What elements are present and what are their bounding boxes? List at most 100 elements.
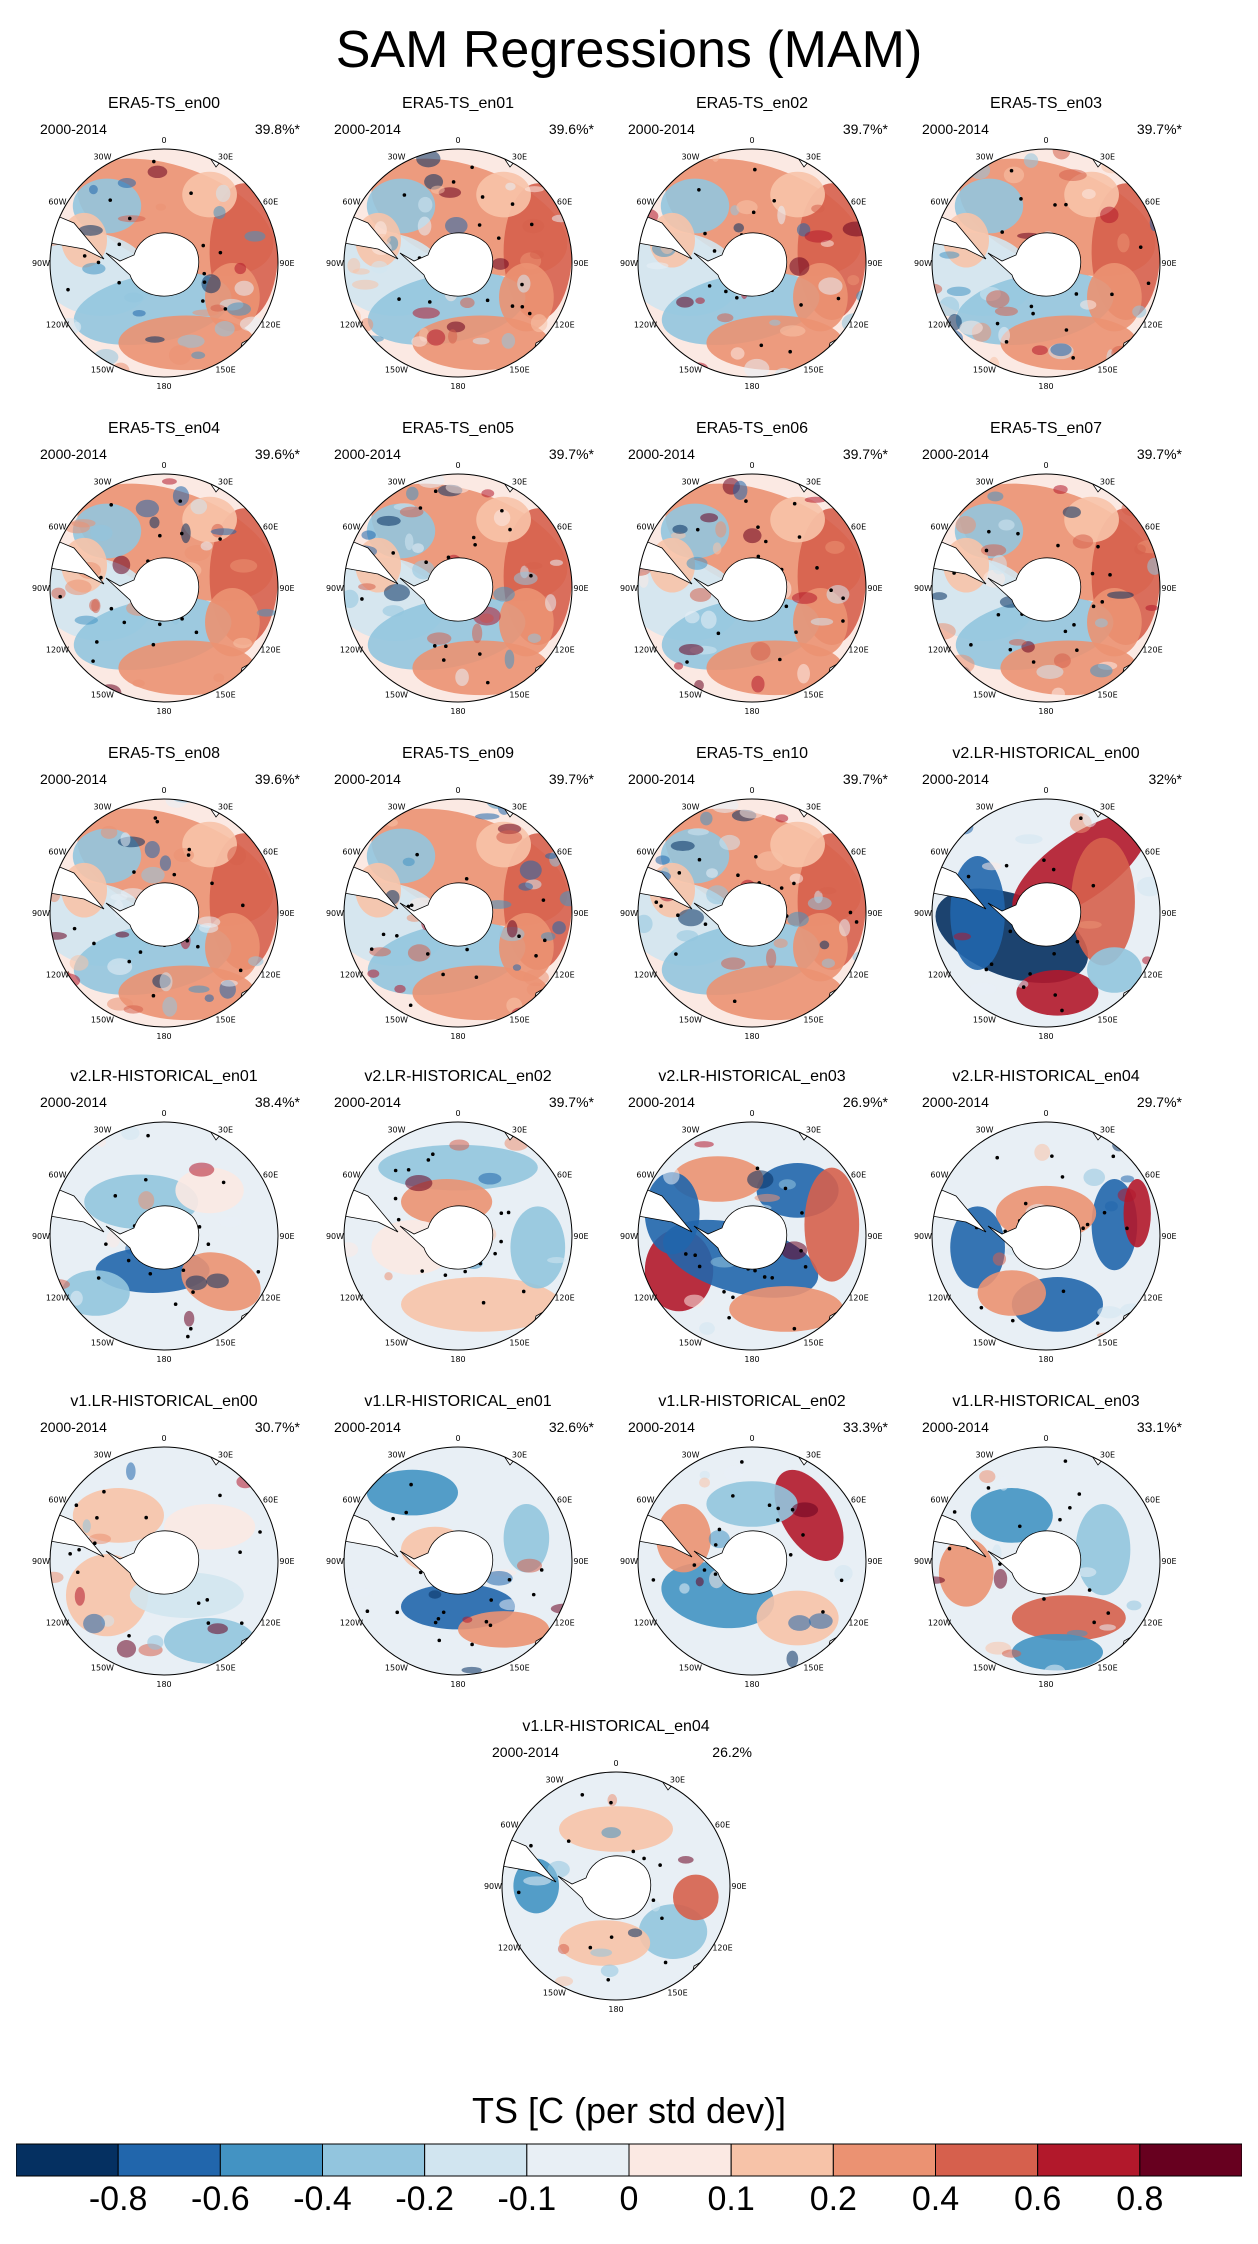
longitude-label: 90W xyxy=(32,1557,50,1566)
significance-dot xyxy=(1064,202,1068,207)
significance-dot xyxy=(854,920,859,924)
longitude-label: 30W xyxy=(93,1125,111,1134)
significance-dot xyxy=(1071,356,1075,360)
map-boundary xyxy=(931,1121,1161,1351)
anomaly-region xyxy=(65,1554,149,1637)
significance-dot xyxy=(776,1518,780,1522)
polar-map: 0 30E 60E 90E 120E 150E 180 150W 120W 90W 60W 30W xyxy=(326,1109,589,1364)
colorbar-tick-label: -0.8 xyxy=(88,2180,148,2218)
significance-dot xyxy=(716,631,721,636)
longitude-label: 120W xyxy=(340,321,363,330)
longitude-label: 0 xyxy=(749,1109,754,1118)
significance-dot xyxy=(132,870,136,874)
significance-dot xyxy=(463,1269,467,1274)
significance-dot xyxy=(436,1616,441,1621)
panel-variance-pct: 39.7%* xyxy=(1136,446,1182,462)
longitude-label: 60W xyxy=(930,1496,948,1505)
longitude-label: 150E xyxy=(803,691,823,700)
significance-dot xyxy=(754,854,758,859)
anomaly-region xyxy=(729,1286,844,1332)
colorbar-segment xyxy=(628,2143,732,2177)
longitude-label: 0 xyxy=(1043,461,1048,470)
map-boundary xyxy=(49,473,279,703)
longitude-label: 60W xyxy=(48,1496,66,1505)
significance-dot xyxy=(478,652,482,656)
south-america-landmass xyxy=(932,212,987,260)
longitude-label: 30W xyxy=(387,152,405,161)
longitude-label: 180 xyxy=(744,1355,759,1364)
panel-variance-pct: 32%* xyxy=(1148,771,1182,787)
longitude-label: 60W xyxy=(48,1171,66,1180)
significance-dot xyxy=(113,1194,118,1198)
panel-variance-pct: 26.9%* xyxy=(842,1094,888,1110)
significance-dot xyxy=(841,619,845,623)
anomaly-region xyxy=(672,1156,764,1202)
significance-dot xyxy=(755,1166,760,1171)
significance-dot xyxy=(146,1133,150,1138)
longitude-label: 0 xyxy=(455,1109,460,1118)
significance-dot xyxy=(702,1568,707,1572)
longitude-label: 90W xyxy=(914,259,932,268)
map-boundary xyxy=(637,798,867,1028)
longitude-label: 120E xyxy=(554,1619,574,1628)
map-boundary xyxy=(637,148,867,378)
longitude-label: 60E xyxy=(851,1171,866,1180)
map-boundary xyxy=(49,1121,279,1351)
significance-dot xyxy=(1017,1524,1022,1529)
significance-dot xyxy=(464,876,469,881)
longitude-label: 180 xyxy=(1038,1032,1053,1041)
longitude-label: 120W xyxy=(634,971,657,980)
significance-dot xyxy=(395,1610,400,1615)
significance-dot xyxy=(783,1186,788,1191)
significance-dot xyxy=(510,202,515,206)
longitude-label: 120E xyxy=(554,646,574,655)
anomaly-region xyxy=(770,171,825,218)
significance-dot xyxy=(732,999,737,1004)
significance-dot xyxy=(987,529,991,534)
significance-dot xyxy=(1091,883,1096,888)
significance-dot xyxy=(836,296,841,301)
panel-period: 2000-2014 xyxy=(628,1419,695,1435)
significance-dot xyxy=(792,501,797,506)
significance-dot xyxy=(1095,1321,1100,1325)
panel-period: 2000-2014 xyxy=(922,1094,989,1110)
longitude-label: 30E xyxy=(218,152,233,161)
significance-dot xyxy=(180,617,184,621)
significance-dot xyxy=(408,1003,413,1008)
longitude-label: 60W xyxy=(500,1821,518,1830)
significance-dot xyxy=(480,195,485,199)
longitude-label: 120E xyxy=(1142,321,1162,330)
south-america-landmass xyxy=(344,862,399,910)
significance-dot xyxy=(409,1482,413,1487)
longitude-label: 90E xyxy=(573,1232,588,1241)
longitude-label: 0 xyxy=(749,461,754,470)
longitude-label: 30W xyxy=(93,802,111,811)
panel-title: ERA5-TS_en00 xyxy=(107,95,221,112)
longitude-label: 150E xyxy=(509,366,529,375)
anomaly-region xyxy=(458,1611,550,1648)
significance-dot xyxy=(1075,939,1080,944)
longitude-label: 120E xyxy=(712,1944,732,1953)
longitude-label: 30E xyxy=(1100,1450,1115,1459)
significance-dot xyxy=(1031,660,1036,664)
longitude-label: 180 xyxy=(156,1355,171,1364)
significance-dot xyxy=(693,1253,697,1257)
longitude-label: 90E xyxy=(279,1232,294,1241)
anomaly-region xyxy=(205,588,260,657)
longitude-label: 30E xyxy=(1100,802,1115,811)
significance-dot xyxy=(517,934,521,939)
panel-title: v1.LR-HISTORICAL_en00 xyxy=(70,1393,258,1410)
longitude-label: 150W xyxy=(973,366,996,375)
significance-dot xyxy=(258,1530,262,1534)
longitude-label: 0 xyxy=(455,1434,460,1443)
panel-title: ERA5-TS_en01 xyxy=(401,95,515,112)
panel-period: 2000-2014 xyxy=(334,1419,401,1435)
polar-map: 0 30E 60E 90E 120E 150E 180 150W 120W 90W 60W 30W xyxy=(914,786,1177,1041)
significance-dot xyxy=(1110,292,1114,297)
longitude-label: 150E xyxy=(509,691,529,700)
longitude-label: 30W xyxy=(681,477,699,486)
panel-variance-pct: 30.7%* xyxy=(254,1419,300,1435)
longitude-label: 0 xyxy=(161,1109,166,1118)
longitude-label: 90W xyxy=(32,909,50,918)
longitude-label: 120W xyxy=(928,1619,951,1628)
